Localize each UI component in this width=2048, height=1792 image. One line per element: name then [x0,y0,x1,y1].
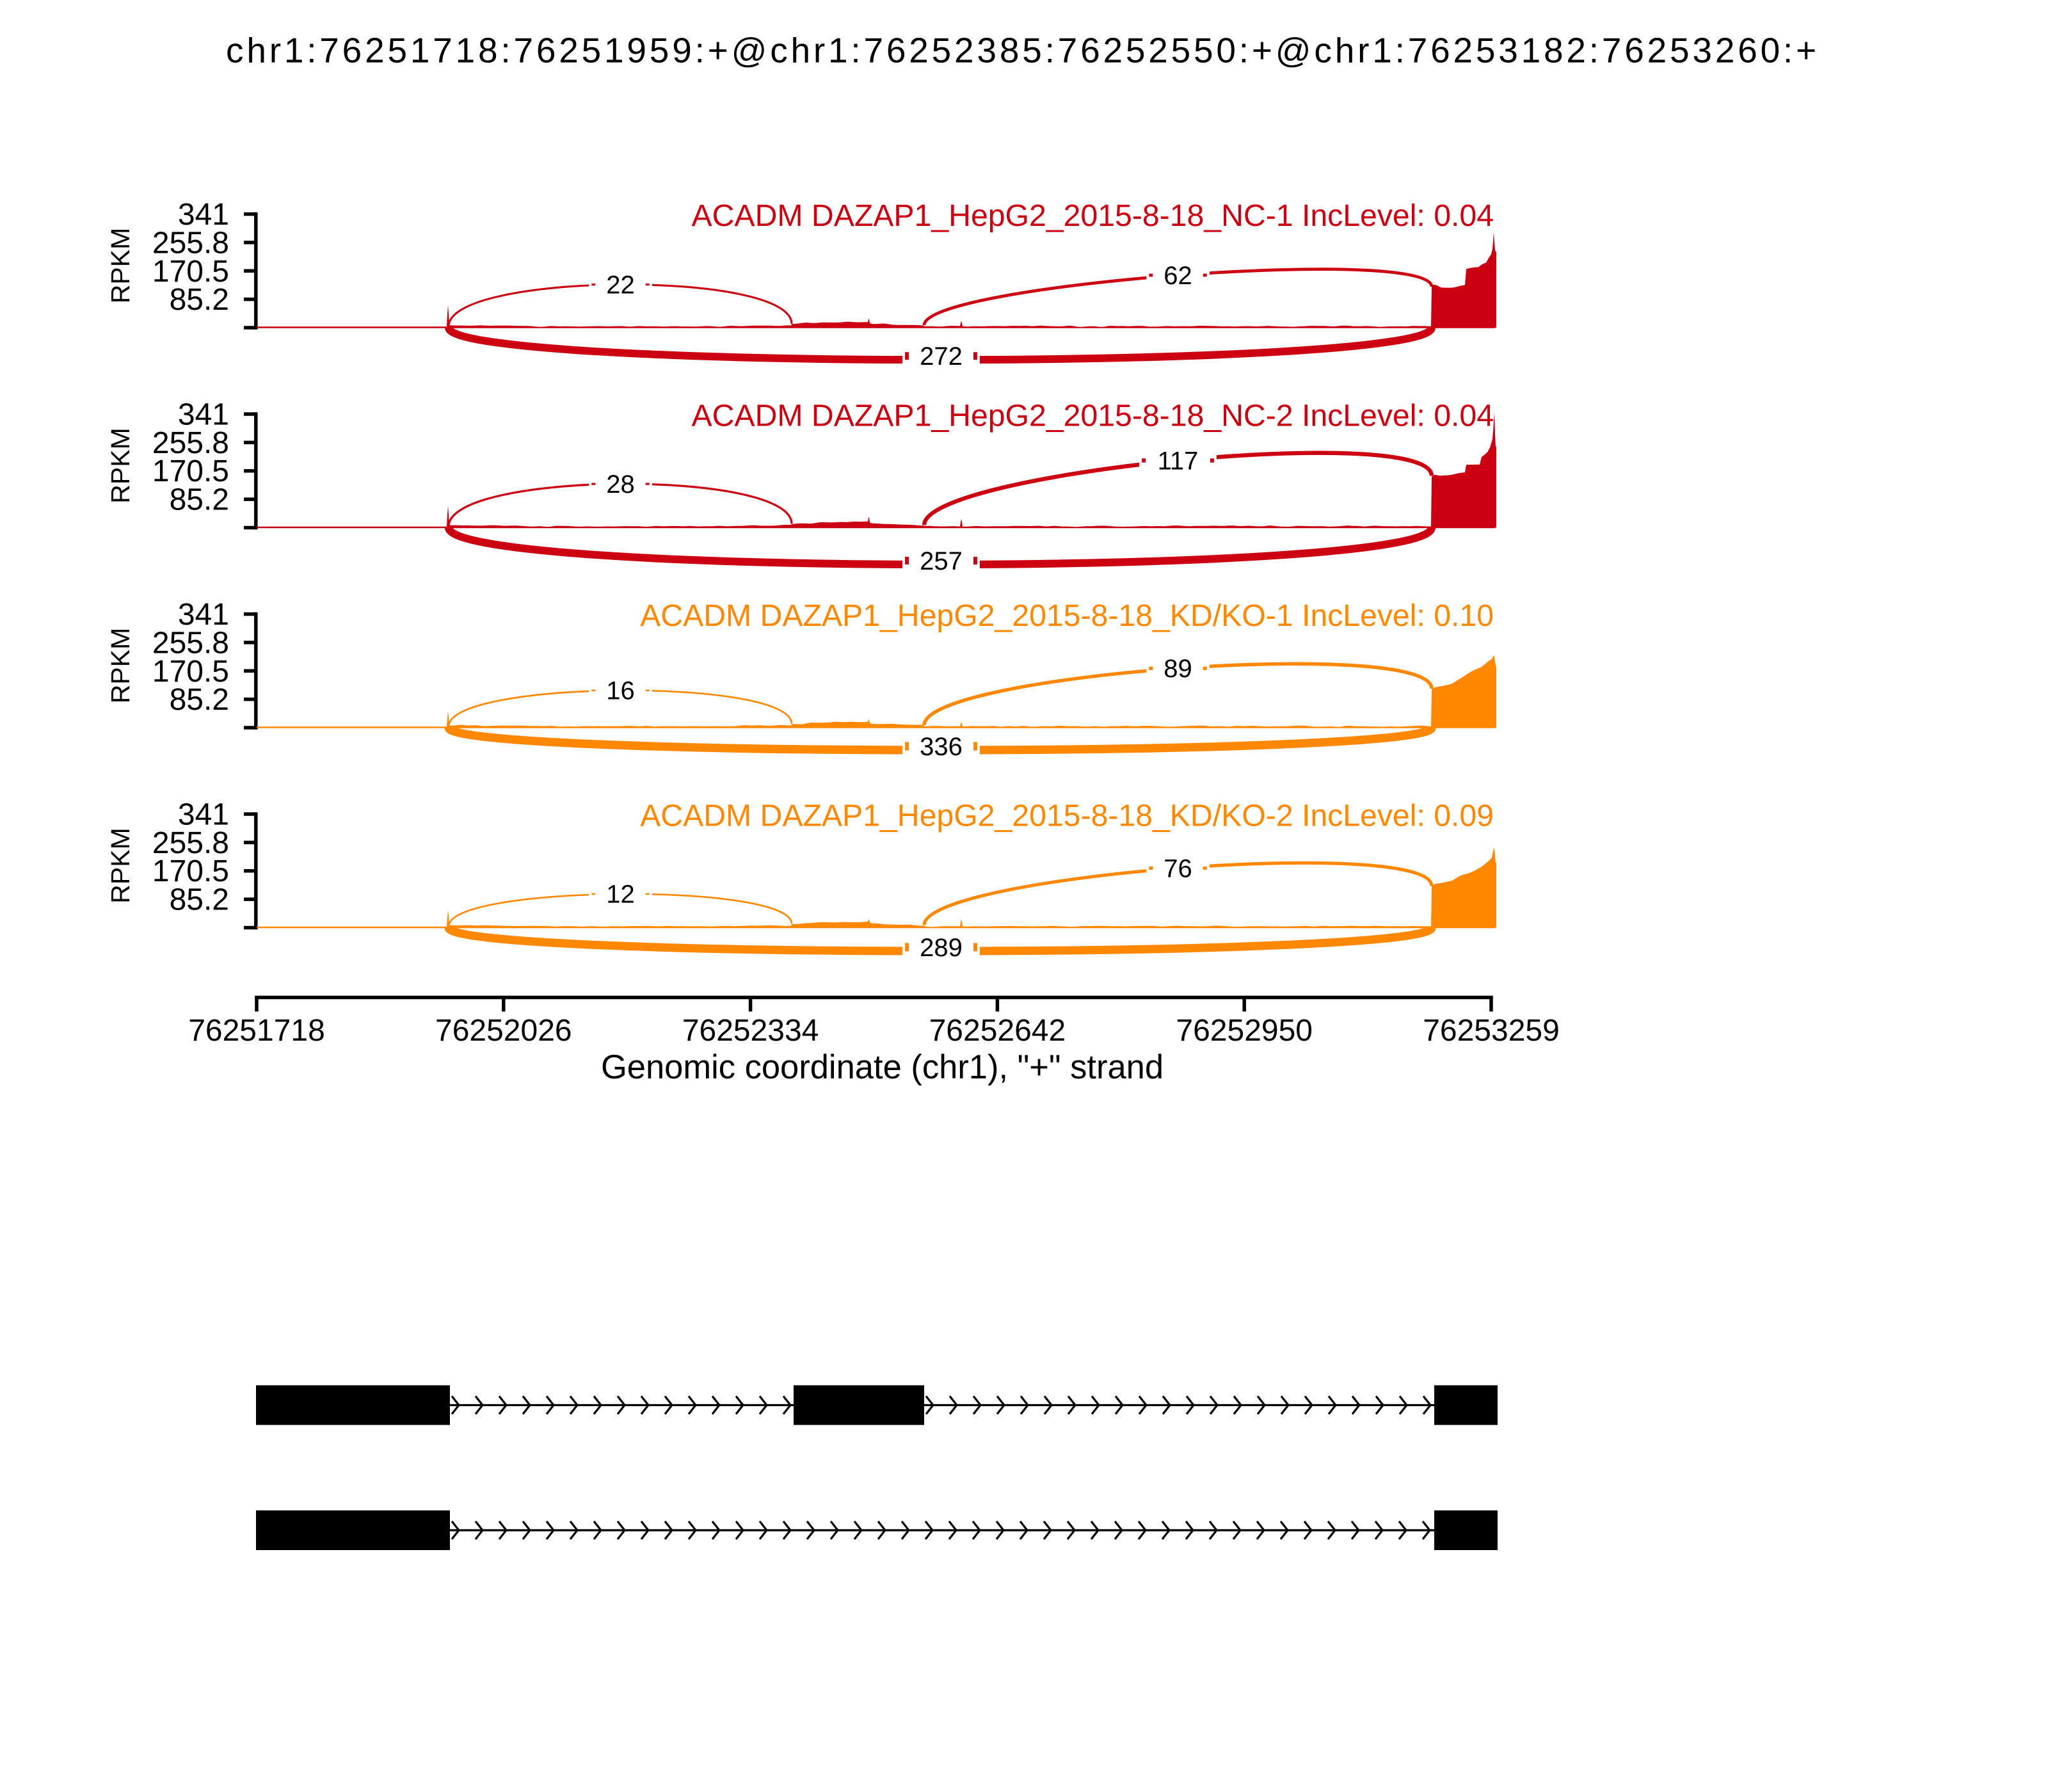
svg-text:RPKM: RPKM [106,228,135,303]
svg-text:76252642: 76252642 [929,1014,1066,1048]
svg-text:170.5: 170.5 [152,454,229,488]
svg-text:76252950: 76252950 [1176,1014,1313,1048]
svg-text:272: 272 [920,342,963,371]
svg-text:255.8: 255.8 [152,626,229,660]
svg-text:85.2: 85.2 [170,883,229,917]
svg-text:341: 341 [178,598,229,632]
svg-text:341: 341 [178,798,229,832]
svg-text:170.5: 170.5 [152,655,229,689]
svg-text:ACADM DAZAP1_HepG2_2015-8-18_N: ACADM DAZAP1_HepG2_2015-8-18_NC-1 IncLev… [691,198,1494,233]
svg-text:16: 16 [606,677,635,705]
svg-text:RPKM: RPKM [106,828,135,903]
svg-text:341: 341 [178,198,229,232]
svg-text:76253259: 76253259 [1423,1014,1560,1048]
svg-text:Genomic coordinate (chr1), "+": Genomic coordinate (chr1), "+" strand [601,1048,1164,1086]
svg-text:257: 257 [920,547,963,575]
svg-text:76252026: 76252026 [435,1014,572,1048]
svg-text:170.5: 170.5 [152,255,229,289]
svg-text:RPKM: RPKM [106,628,135,703]
svg-text:85.2: 85.2 [170,483,229,517]
svg-text:341: 341 [178,398,229,432]
svg-text:255.8: 255.8 [152,826,229,860]
svg-text:76251718: 76251718 [188,1014,325,1048]
svg-text:336: 336 [920,733,963,761]
svg-text:76252334: 76252334 [682,1014,819,1048]
svg-text:RPKM: RPKM [106,428,135,503]
svg-text:62: 62 [1164,262,1192,290]
svg-text:289: 289 [920,934,963,962]
svg-text:22: 22 [606,271,635,299]
svg-text:ACADM DAZAP1_HepG2_2015-8-18_N: ACADM DAZAP1_HepG2_2015-8-18_NC-2 IncLev… [691,399,1494,433]
svg-text:chr1:76251718:76251959:+@chr1:: chr1:76251718:76251959:+@chr1:76252385:7… [226,31,1820,70]
svg-text:76: 76 [1164,854,1192,883]
svg-text:12: 12 [606,881,635,909]
svg-text:85.2: 85.2 [170,283,229,317]
svg-text:ACADM DAZAP1_HepG2_2015-8-18_K: ACADM DAZAP1_HepG2_2015-8-18_KD/KO-1 Inc… [640,598,1494,633]
svg-text:89: 89 [1164,655,1192,683]
svg-text:117: 117 [1158,447,1199,475]
svg-text:85.2: 85.2 [170,683,229,717]
svg-text:ACADM DAZAP1_HepG2_2015-8-18_K: ACADM DAZAP1_HepG2_2015-8-18_KD/KO-2 Inc… [640,799,1494,833]
svg-text:28: 28 [606,470,635,499]
svg-text:170.5: 170.5 [152,854,229,888]
svg-text:255.8: 255.8 [152,426,229,460]
svg-text:255.8: 255.8 [152,226,229,260]
